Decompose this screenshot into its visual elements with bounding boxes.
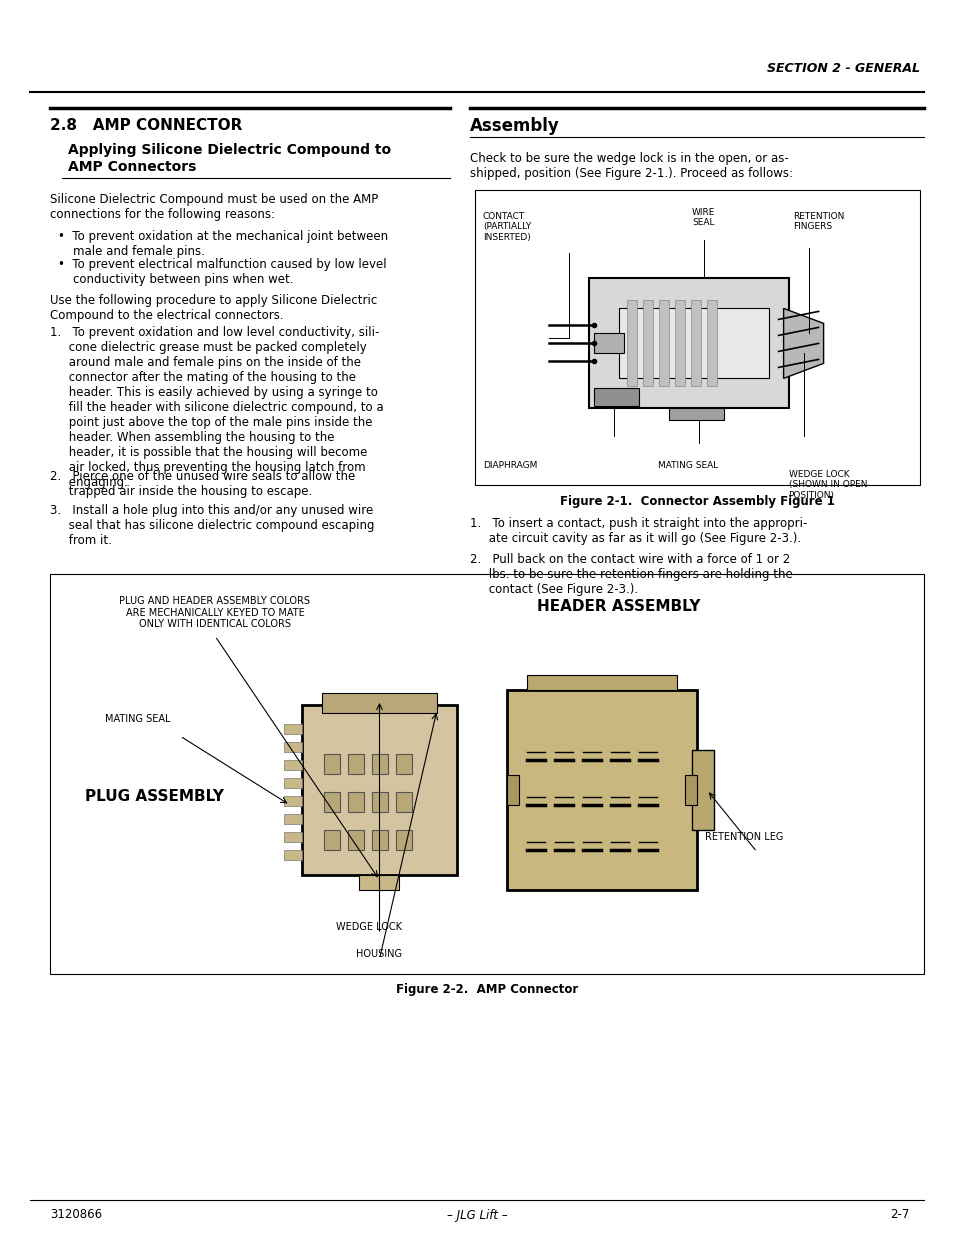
Text: WEDGE LOCK: WEDGE LOCK	[336, 923, 402, 932]
Text: WEDGE LOCK
(SHOWN IN OPEN
POSITION): WEDGE LOCK (SHOWN IN OPEN POSITION)	[788, 471, 866, 500]
Bar	[372, 755, 388, 774]
Bar	[284, 850, 302, 860]
Text: Assembly: Assembly	[470, 117, 559, 135]
Bar	[668, 409, 722, 420]
Bar	[691, 750, 713, 830]
Text: 3.   Install a hole plug into this and/or any unused wire
     seal that has sil: 3. Install a hole plug into this and/or …	[50, 504, 375, 547]
Text: AMP Connectors: AMP Connectors	[68, 161, 196, 174]
Bar	[674, 300, 684, 387]
Text: RETENTION LEG: RETENTION LEG	[704, 832, 782, 842]
Bar	[475, 190, 919, 485]
Bar	[284, 814, 302, 824]
Text: Figure 2-1.  Connector Assembly Figure 1: Figure 2-1. Connector Assembly Figure 1	[559, 494, 834, 508]
Bar	[348, 830, 364, 850]
Text: 2.   Pull back on the contact wire with a force of 1 or 2
     lbs. to be sure t: 2. Pull back on the contact wire with a …	[470, 553, 792, 597]
Text: WIRE
SEAL: WIRE SEAL	[691, 207, 715, 227]
Bar	[593, 388, 638, 406]
Text: Silicone Dielectric Compound must be used on the AMP
connections for the followi: Silicone Dielectric Compound must be use…	[50, 193, 377, 221]
Bar	[348, 792, 364, 811]
Bar	[642, 300, 652, 387]
Bar	[324, 792, 339, 811]
Text: 1.   To insert a contact, push it straight into the appropri-
     ate circuit c: 1. To insert a contact, push it straight…	[470, 517, 806, 545]
Bar	[506, 690, 697, 890]
Text: – JLG Lift –: – JLG Lift –	[446, 1209, 507, 1221]
Bar	[50, 574, 923, 974]
Bar	[658, 300, 668, 387]
Bar	[348, 755, 364, 774]
Text: CONTACT
(PARTIALLY
INSERTED): CONTACT (PARTIALLY INSERTED)	[482, 212, 531, 242]
Bar	[395, 755, 412, 774]
Polygon shape	[782, 309, 822, 378]
Text: Applying Silicone Dielectric Compound to: Applying Silicone Dielectric Compound to	[68, 143, 391, 157]
Text: SECTION 2 - GENERAL: SECTION 2 - GENERAL	[766, 62, 919, 74]
Text: •  To prevent electrical malfunction caused by low level
    conductivity betwee: • To prevent electrical malfunction caus…	[58, 258, 386, 287]
Text: PLUG ASSEMBLY: PLUG ASSEMBLY	[85, 789, 224, 804]
Bar	[395, 792, 412, 811]
Bar	[324, 830, 339, 850]
Bar	[626, 300, 636, 387]
Bar	[359, 876, 399, 890]
Bar	[284, 797, 302, 806]
Bar	[395, 830, 412, 850]
Bar	[684, 776, 697, 805]
Text: 3120866: 3120866	[50, 1209, 102, 1221]
Bar	[588, 278, 788, 409]
Bar	[324, 755, 339, 774]
Text: HOUSING: HOUSING	[356, 948, 402, 960]
Bar	[526, 676, 677, 690]
Text: MATING SEAL: MATING SEAL	[658, 461, 718, 469]
Text: Figure 2-2.  AMP Connector: Figure 2-2. AMP Connector	[395, 983, 578, 997]
Text: PLUG AND HEADER ASSEMBLY COLORS
ARE MECHANICALLY KEYED TO MATE
ONLY WITH IDENTIC: PLUG AND HEADER ASSEMBLY COLORS ARE MECH…	[119, 597, 310, 629]
Text: 2-7: 2-7	[890, 1209, 909, 1221]
Bar	[593, 333, 623, 353]
Bar	[284, 760, 302, 769]
Bar	[690, 300, 700, 387]
Bar	[284, 832, 302, 842]
Text: MATING SEAL: MATING SEAL	[105, 714, 171, 724]
Bar	[284, 778, 302, 788]
Text: DIAPHRAGM: DIAPHRAGM	[482, 461, 537, 469]
Bar	[284, 724, 302, 734]
Bar	[706, 300, 716, 387]
Text: RETENTION
FINGERS: RETENTION FINGERS	[793, 212, 844, 231]
Text: Check to be sure the wedge lock is in the open, or as-
shipped, position (See Fi: Check to be sure the wedge lock is in th…	[470, 152, 792, 180]
Text: HEADER ASSEMBLY: HEADER ASSEMBLY	[537, 599, 700, 614]
Text: 1.   To prevent oxidation and low level conductivity, sili-
     cone dielectric: 1. To prevent oxidation and low level co…	[50, 326, 383, 489]
Text: 2.   Pierce one of the unused wire seals to allow the
     trapped air inside th: 2. Pierce one of the unused wire seals t…	[50, 471, 355, 498]
Bar	[618, 309, 768, 378]
Bar	[372, 830, 388, 850]
Text: Use the following procedure to apply Silicone Dielectric
Compound to the electri: Use the following procedure to apply Sil…	[50, 294, 376, 322]
Bar	[284, 742, 302, 752]
Bar	[322, 693, 436, 713]
Text: 2.8   AMP CONNECTOR: 2.8 AMP CONNECTOR	[50, 119, 242, 133]
Bar	[302, 705, 456, 876]
Bar	[372, 792, 388, 811]
Bar	[506, 776, 518, 805]
Text: •  To prevent oxidation at the mechanical joint between
    male and female pins: • To prevent oxidation at the mechanical…	[58, 230, 388, 258]
